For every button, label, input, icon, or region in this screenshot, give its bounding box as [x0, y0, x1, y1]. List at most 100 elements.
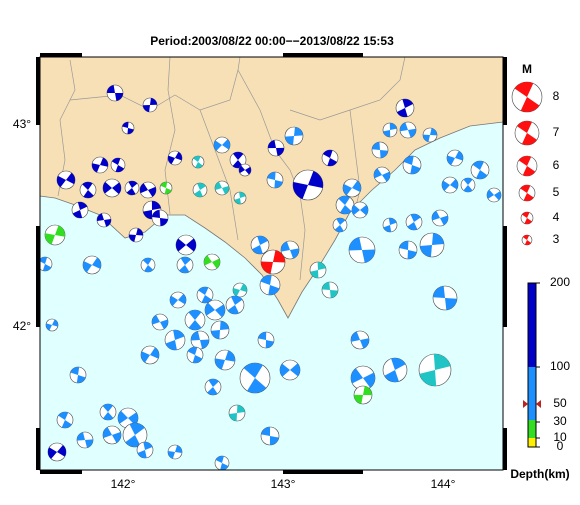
focal-mechanism-compression [140, 347, 159, 363]
lon-label: 143° [271, 477, 296, 491]
focal-mechanism-compression [260, 275, 280, 295]
focal-mechanism-compression [102, 403, 114, 420]
depth-tick-label: 100 [550, 359, 570, 373]
focal-mechanism-compression [383, 218, 397, 233]
focal-mechanism-compression [260, 250, 285, 274]
focal-mechanism-compression [143, 201, 161, 220]
frame-segment [36, 57, 40, 125]
magnitude-title: M [522, 62, 532, 76]
focal-mechanism-compression [419, 354, 451, 386]
focal-mechanism-compression [343, 180, 361, 196]
focal-mechanism-compression [38, 257, 52, 271]
frame-segment [40, 53, 82, 57]
focal-mechanism-compression [82, 181, 94, 198]
focal-mechanism-compression [227, 296, 243, 314]
focal-mechanism-compression [193, 156, 203, 168]
focal-mechanism-compression [433, 286, 457, 310]
focal-mechanism-compression [463, 178, 473, 193]
focal-mechanism-compression [322, 150, 338, 166]
frame-segment [40, 470, 82, 474]
depth-tick-label: 30 [553, 414, 567, 428]
frame-segment [283, 470, 363, 474]
focal-mechanism-compression [137, 441, 153, 458]
focal-mechanism-compression [194, 183, 206, 197]
depth-tick-label: 200 [550, 275, 570, 289]
focal-mechanism-compression [152, 314, 168, 330]
focal-mechanism-compression [188, 310, 202, 330]
title: Period:2003/08/22 00:00−−2013/08/22 15:5… [150, 34, 394, 48]
focal-mechanism-compression [44, 225, 65, 245]
lat-label: 43° [13, 117, 31, 131]
focal-mechanism-compression [190, 331, 210, 349]
focal-mechanism-compression [229, 405, 245, 421]
focal-mechanism-compression [338, 195, 352, 214]
focal-mechanism [229, 151, 247, 169]
focal-mechanism-compression [252, 236, 268, 255]
focal-mechanism-compression [57, 172, 75, 188]
focal-mechanism-compression [351, 331, 370, 349]
magnitude-label: 5 [553, 185, 560, 199]
focal-mechanism-compression [103, 181, 121, 195]
focal-mechanism-compression [399, 122, 416, 138]
focal-mechanism-compression [168, 151, 182, 165]
focal-mechanism-compression [198, 287, 212, 303]
frame-segment [36, 226, 40, 327]
focal-mechanism-compression [91, 157, 108, 173]
focal-mechanism-compression [420, 233, 444, 257]
focal-mechanism-compression [239, 165, 252, 175]
depth-colorbar [528, 438, 536, 447]
focal-mechanism-compression [267, 172, 283, 188]
focal-mechanism-compression [348, 237, 375, 263]
depth-tick-label: 0 [557, 439, 564, 453]
focal-mechanism-compression [232, 152, 244, 168]
focal-mechanism-compression [122, 122, 134, 134]
boundaries [57, 56, 406, 281]
focal-mechanism-compression [77, 432, 93, 448]
depth-marker [523, 400, 541, 408]
focal-mechanism-compression [280, 363, 300, 377]
focal-mechanism-compression [70, 367, 86, 383]
focal-mechanism-compression [518, 156, 536, 176]
focal-mechanism-compression [258, 332, 274, 348]
focal-mechanism-compression [281, 241, 299, 259]
focal-mechanism-compression [396, 99, 414, 118]
focal-mechanism-compression [372, 142, 388, 158]
focal-mechanism-compression [243, 363, 267, 393]
focal-mechanism-compression [143, 98, 157, 112]
focal-mechanism-compression [160, 181, 172, 194]
focal-mechanism-compression [215, 181, 229, 195]
focal-mechanism-compression [187, 347, 203, 363]
focal-mechanism-compression [514, 82, 540, 112]
frame-segment [503, 428, 507, 470]
focal-mechanism-compression [261, 427, 279, 445]
focal-mechanism-compression [97, 213, 112, 227]
focal-mechanism-compression [205, 302, 226, 318]
focal-mechanism-compression [129, 228, 143, 242]
lat-label: 42° [13, 319, 31, 333]
focal-mechanism-compression [140, 183, 156, 197]
frame-segment [283, 53, 363, 57]
focal-mechanism-compression [383, 123, 397, 137]
focal-mechanism-compression [215, 455, 229, 471]
focal-mechanism-compression [447, 150, 463, 166]
focal-mechanism-compression [403, 156, 421, 174]
focal-mechanism-compression [517, 120, 537, 146]
focal-mechanism-compression [334, 217, 346, 233]
focal-mechanism-compression [384, 358, 406, 382]
focal-mechanism-compression [168, 445, 182, 459]
focal-mechanism-compression [111, 158, 125, 172]
focal-mechanism-compression [176, 238, 196, 252]
focal-mechanism-compression [285, 127, 303, 145]
focal-mechanism-compression [214, 350, 235, 370]
focal-mechanism-compression [83, 257, 102, 273]
focal-mechanism-compression [487, 189, 502, 201]
focal-mechanism-compression [72, 202, 88, 219]
lon-label: 142° [111, 477, 136, 491]
focal-mechanism-compression [322, 282, 338, 298]
focal-mechanism-compression [214, 139, 230, 151]
depth-colorbar-frame [527, 282, 537, 448]
focal-mechanism-compression [352, 204, 368, 216]
focal-mechanism-compression [211, 321, 229, 339]
focal-mechanism-compression [48, 445, 67, 459]
